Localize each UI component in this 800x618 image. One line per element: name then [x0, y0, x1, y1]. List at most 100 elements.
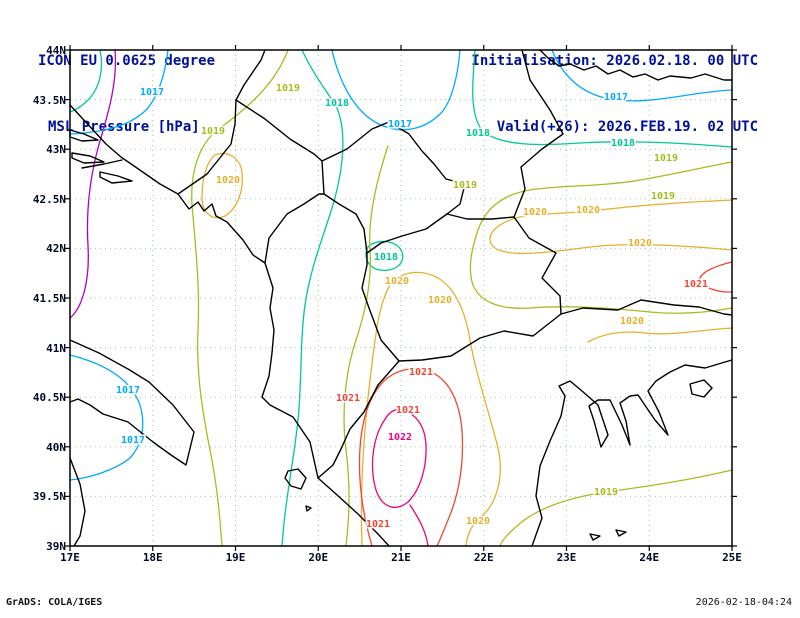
isobar-label-1020: 1020 [385, 276, 409, 287]
y-axis-tick-label: 41N [46, 341, 66, 355]
y-axis-labels: 44N 43.5N 43N 42.5N 42N 41.5N 41N 40.5N 40N 39.5N… [22, 44, 66, 553]
isobar-1018-path [281, 49, 344, 547]
isobar-label-1020: 1020 [620, 316, 644, 327]
coastline-border-path [235, 99, 323, 162]
isobar-1020-path [489, 199, 733, 255]
isobar-label-1020: 1020 [216, 175, 240, 186]
isobar-label-1019: 1019 [594, 487, 618, 498]
pressure-map-plot: 1017 1019 1018 1017 1018 1017 1018 1019 1019 1019… [65, 45, 737, 551]
isobar-1022-path [371, 409, 427, 508]
isobar-label-1021: 1021 [409, 367, 433, 378]
y-axis-tick-label: 44N [46, 44, 66, 57]
coastline-border-path [99, 171, 133, 184]
x-axis-tick-label: 21E [391, 551, 411, 564]
plot-title-right: Initialisation: 2026.02.18. 00 UTC Valid… [471, 6, 758, 160]
coastline-border-path [305, 505, 312, 512]
isobar-label-1017: 1017 [140, 87, 164, 98]
isobar-1020-path [587, 327, 733, 343]
x-axis-tick-label: 22E [473, 551, 494, 564]
isobar-label-1018: 1018 [325, 98, 349, 109]
isobar-label-1018: 1018 [466, 128, 490, 139]
x-axis-tick-label: 24E [639, 551, 660, 564]
isobar-label-1019: 1019 [276, 83, 300, 94]
isobar-1017-path [69, 354, 144, 481]
y-axis-tick-label: 42.5N [32, 192, 66, 206]
isobar-1016-path [69, 49, 117, 319]
isobar-label-1019: 1019 [453, 180, 477, 191]
isobar-label-1018: 1018 [611, 138, 635, 149]
coastline-border-path [284, 468, 307, 490]
coastline-border-path [589, 533, 601, 541]
isobar-label-1020: 1020 [628, 238, 652, 249]
isobar-label-1019: 1019 [654, 153, 678, 164]
isobar-1021-path [699, 261, 733, 293]
y-axis-tick-label: 42N [46, 242, 66, 256]
coastline-border-path [361, 252, 400, 362]
y-axis-tick-label: 39.5N [32, 490, 66, 504]
coastline-border-path [689, 379, 713, 398]
isobar-1019-path [343, 145, 389, 547]
coastline-border-path [539, 49, 733, 81]
isobar-1019-path [469, 161, 733, 314]
coastline-border-path [235, 49, 266, 101]
isobar-label-1021: 1021 [366, 519, 390, 530]
isobar-1021-path [358, 368, 464, 547]
y-axis-tick-label: 43N [46, 143, 66, 157]
isobar-label-1020: 1020 [576, 205, 600, 216]
isobar-label-1017: 1017 [604, 92, 628, 103]
coastline-border-path [69, 457, 86, 547]
isobar-1017-path [69, 49, 169, 135]
coastline-border-path [71, 152, 105, 164]
y-axis-tick-label: 41.5N [32, 292, 66, 305]
isobar-1018-path [472, 49, 733, 148]
isobar-label-1019: 1019 [201, 126, 225, 137]
y-axis-tick-label: 43.5N [32, 93, 66, 107]
coastline-border-path [317, 360, 400, 479]
x-axis-labels: 17E 18E 19E 20E 21E 22E 23E 24E 25E [60, 551, 742, 567]
coastline-border-path [321, 121, 466, 254]
isobar-1017-path [331, 49, 461, 131]
y-axis-tick-label: 40N [46, 440, 66, 454]
isobar-label-1017: 1017 [388, 119, 412, 130]
isobar-label-1020: 1020 [523, 207, 547, 218]
isobar-1019-path [191, 49, 289, 547]
coastline-border-path [560, 299, 733, 316]
isobar-1018-path [69, 49, 103, 113]
isobar-1017-path [551, 49, 733, 102]
coastline-border-path [531, 359, 733, 547]
isobar-label-1017: 1017 [116, 385, 140, 396]
plot-frame [69, 49, 733, 547]
isobar-label-1020: 1020 [428, 295, 452, 306]
isobar-1019-path [499, 469, 733, 547]
coastline-border-path [513, 49, 564, 218]
model-title: ICON EU 0.0625 degree [38, 53, 216, 69]
x-axis-tick-label: 18E [142, 551, 163, 564]
isobar-label-1021: 1021 [336, 393, 360, 404]
coastline-border-path [321, 160, 325, 195]
isobar-label-1022: 1022 [388, 432, 412, 443]
isobar-label-1017: 1017 [121, 435, 145, 446]
valid-time-label: Valid(+26): 2026.FEB.19. 02 UTC [496, 119, 758, 135]
y-axis-tick-label: 39N [46, 540, 66, 553]
x-axis-tick-label: 25E [722, 551, 742, 564]
y-axis-tick-label: 40.5N [32, 391, 66, 405]
isobar-label-1021: 1021 [396, 405, 420, 416]
coastline-border-path [264, 193, 325, 264]
coastline-border-path [81, 159, 123, 169]
isobar-1022-path [409, 504, 429, 547]
coastline-border-path [446, 213, 515, 220]
coastline-border-path [177, 99, 237, 195]
coastline-border-path [513, 216, 562, 315]
coastline-border-path [398, 313, 562, 362]
plot-timestamp: 2026-02-18-04:24 [695, 597, 792, 608]
coastline-border-path [615, 529, 627, 537]
isobar-label-1020: 1020 [466, 516, 490, 527]
isobar-1020-path [201, 152, 244, 219]
pressure-map-svg: 1017 1019 1018 1017 1018 1017 1018 1019 1019 1019… [65, 45, 737, 551]
isobar-label-1018: 1018 [374, 252, 398, 263]
isobar-label-1021: 1021 [684, 279, 708, 290]
x-axis-tick-label: 17E [60, 551, 80, 564]
coastline-border-path [69, 339, 195, 466]
x-axis-tick-label: 23E [556, 551, 577, 564]
